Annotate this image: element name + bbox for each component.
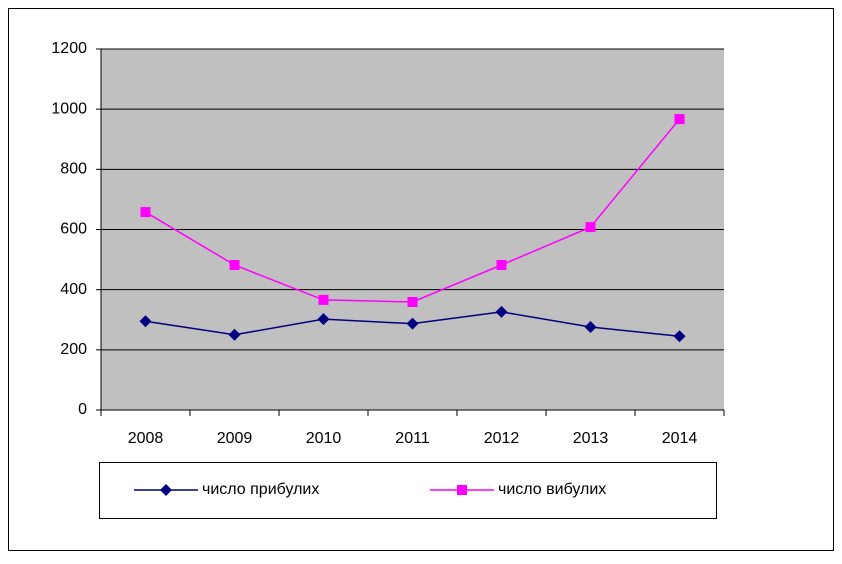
marker [496, 259, 507, 270]
y-tick-label: 800 [60, 161, 87, 178]
x-tick-label: 2014 [662, 430, 698, 447]
marker [228, 328, 241, 341]
x-tick-label: 2012 [484, 430, 520, 447]
legend-label: число прибулих [202, 481, 319, 498]
y-tick-label: 0 [78, 401, 87, 418]
x-tick-label: 2009 [217, 430, 253, 447]
marker [318, 294, 329, 305]
x-tick-label: 2011 [395, 430, 430, 447]
marker [229, 259, 240, 270]
marker [674, 114, 685, 125]
marker [406, 317, 419, 330]
y-tick-label: 600 [60, 221, 87, 238]
x-tick-label: 2010 [306, 430, 342, 447]
marker [140, 207, 151, 218]
y-tick-label: 200 [60, 341, 87, 358]
marker [495, 305, 508, 318]
marker [584, 320, 597, 333]
marker [457, 485, 467, 495]
legend-label: число вибулих [498, 481, 606, 498]
marker [585, 222, 596, 233]
y-tick-label: 1200 [51, 40, 87, 57]
marker [407, 297, 418, 308]
marker [160, 484, 172, 496]
marker [139, 315, 152, 328]
y-tick-label: 1000 [51, 100, 87, 117]
x-tick-label: 2013 [573, 430, 609, 447]
marker [673, 330, 686, 343]
marker [317, 313, 330, 326]
legend [99, 462, 717, 519]
y-tick-label: 400 [60, 281, 87, 298]
x-tick-label: 2008 [128, 430, 164, 447]
